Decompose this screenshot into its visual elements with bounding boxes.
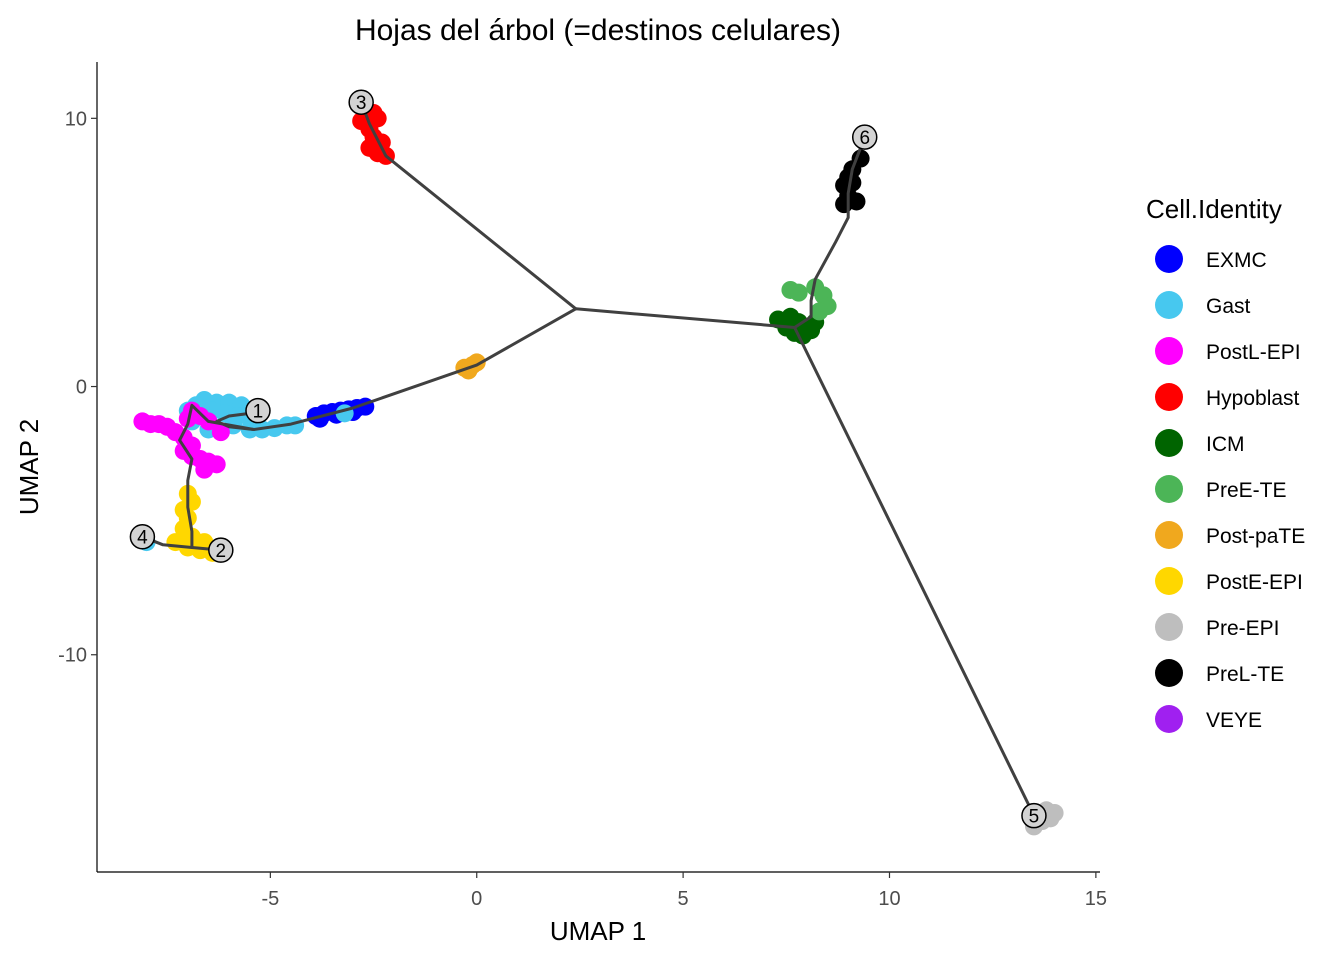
y-tick-label: 10 [65, 108, 87, 130]
leaf-node-label: 3 [356, 93, 367, 114]
legend-item-exmc: EXMC [1155, 245, 1267, 273]
legend-item-postl-epi: PostL-EPI [1155, 337, 1301, 365]
leaf-nodes: 1 2 3 4 5 6 [129, 89, 1047, 829]
x-axis-ticks: -5 0 5 10 15 [261, 872, 1107, 910]
x-tick-label: 5 [678, 888, 689, 910]
trajectory-branch-to-2-4 [178, 403, 256, 552]
trajectory-branch-to-3 [359, 100, 578, 311]
legend-label: VEYE [1206, 709, 1262, 732]
legend-swatch [1155, 613, 1183, 641]
legend-swatch [1155, 567, 1183, 595]
legend-item-pree-te: PreE-TE [1155, 475, 1287, 503]
legend-swatch [1155, 659, 1183, 687]
cluster-pree-te [781, 278, 837, 321]
legend-item-icm: ICM [1155, 429, 1245, 457]
leaf-node-label: 4 [137, 528, 148, 549]
legend-swatch [1155, 383, 1183, 411]
trajectory-branch-to-6 [793, 135, 867, 329]
x-tick-label: 0 [471, 888, 482, 910]
legend-swatch [1155, 705, 1183, 733]
legend-label: PostE-EPI [1206, 571, 1303, 594]
y-axis-ticks: 10 0 -10 [58, 108, 97, 667]
point-pree-te [810, 302, 829, 321]
leaf-node-label: 2 [216, 541, 227, 562]
leaf-node-marker [1021, 802, 1047, 829]
leaf-node-4: 4 [129, 523, 156, 550]
leaf-node-label: 5 [1029, 807, 1040, 828]
legend-label: EXMC [1206, 249, 1267, 272]
legend: EXMC Gast PostL-EPI Hypoblast ICM PreE-TE Post… [1155, 245, 1305, 733]
legend-label: PostL-EPI [1206, 341, 1301, 364]
legend-swatch [1155, 429, 1183, 457]
legend-swatch [1155, 475, 1183, 503]
legend-swatch [1155, 245, 1183, 273]
trajectory-central-edge [574, 307, 797, 329]
legend-item-poste-epi: PostE-EPI [1155, 567, 1303, 595]
leaf-node-5: 5 [1021, 802, 1047, 829]
legend-item-pre-epi: Pre-EPI [1155, 613, 1280, 641]
point-prel-te [847, 192, 866, 211]
legend-swatch [1155, 291, 1183, 319]
leaf-node-1: 1 [245, 397, 271, 424]
legend-item-hypoblast: Hypoblast [1155, 383, 1300, 411]
leaf-node-marker [129, 523, 156, 550]
legend-title: Cell.Identity [1146, 194, 1282, 224]
leaf-node-marker [348, 89, 374, 115]
legend-label: PreE-TE [1206, 479, 1287, 502]
leaf-node-2: 2 [208, 537, 234, 563]
y-tick-label: 0 [76, 377, 87, 399]
x-tick-label: -5 [261, 888, 279, 910]
x-tick-label: 10 [878, 888, 900, 910]
legend-item-gast: Gast [1155, 291, 1251, 319]
leaf-node-6: 6 [851, 124, 878, 150]
legend-label: Hypoblast [1206, 387, 1300, 410]
cell-clusters [133, 98, 1064, 836]
y-tick-label: -10 [58, 645, 87, 667]
legend-item-prel-te: PreL-TE [1155, 659, 1284, 687]
legend-label: Post-paTE [1206, 525, 1305, 548]
point-postl-epi [195, 460, 214, 479]
legend-swatch [1155, 337, 1183, 365]
legend-label: Gast [1206, 295, 1251, 318]
legend-label: Pre-EPI [1206, 617, 1280, 640]
legend-label: ICM [1206, 433, 1245, 456]
x-tick-label: 15 [1085, 888, 1107, 910]
leaf-node-label: 6 [859, 128, 870, 149]
chart-title: Hojas del árbol (=destinos celulares) [355, 14, 841, 47]
y-axis-title: UMAP 2 [14, 419, 44, 515]
leaf-node-marker [208, 537, 234, 563]
legend-item-post-pate: Post-paTE [1155, 521, 1305, 549]
legend-label: PreL-TE [1206, 663, 1284, 686]
cluster-prel-te [835, 149, 870, 214]
leaf-node-marker [245, 397, 271, 424]
leaf-node-marker [851, 124, 878, 150]
x-axis-title: UMAP 1 [550, 916, 646, 946]
trajectory-branch-to-5 [793, 326, 1036, 818]
trajectory-tree [140, 100, 1036, 818]
legend-item-veye: VEYE [1155, 705, 1262, 733]
point-postl-epi [211, 423, 230, 442]
legend-swatch [1155, 521, 1183, 549]
leaf-node-label: 1 [253, 402, 264, 423]
leaf-node-3: 3 [348, 89, 374, 115]
point-pree-te [789, 283, 808, 302]
